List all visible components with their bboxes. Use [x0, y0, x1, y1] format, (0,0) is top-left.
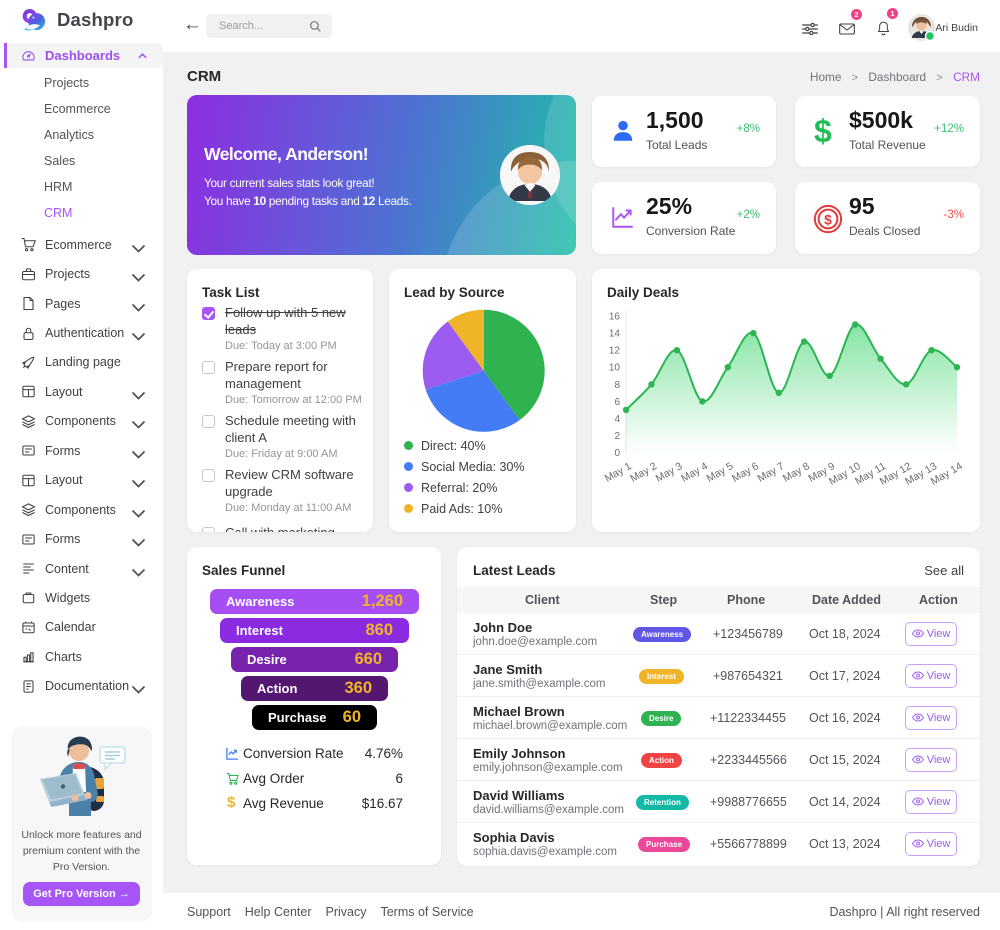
svg-text:May 2: May 2	[628, 460, 659, 485]
svg-text:12: 12	[609, 346, 621, 357]
svg-text:$: $	[824, 212, 832, 227]
svg-text:6: 6	[614, 397, 620, 408]
svg-text:4: 4	[614, 414, 620, 425]
svg-text:May 7: May 7	[756, 460, 787, 485]
svg-text:May 6: May 6	[730, 460, 761, 485]
svg-text:May 8: May 8	[781, 460, 812, 485]
svg-text:8: 8	[614, 380, 620, 391]
svg-text:May 3: May 3	[654, 460, 685, 485]
svg-text:May 1: May 1	[603, 460, 634, 485]
svg-text:2: 2	[614, 431, 620, 442]
svg-text:May 4: May 4	[679, 460, 710, 485]
svg-text:10: 10	[609, 363, 621, 374]
svg-text:14: 14	[609, 329, 621, 340]
svg-text:0: 0	[614, 448, 620, 459]
svg-text:May 5: May 5	[705, 460, 736, 485]
svg-text:16: 16	[609, 312, 621, 323]
